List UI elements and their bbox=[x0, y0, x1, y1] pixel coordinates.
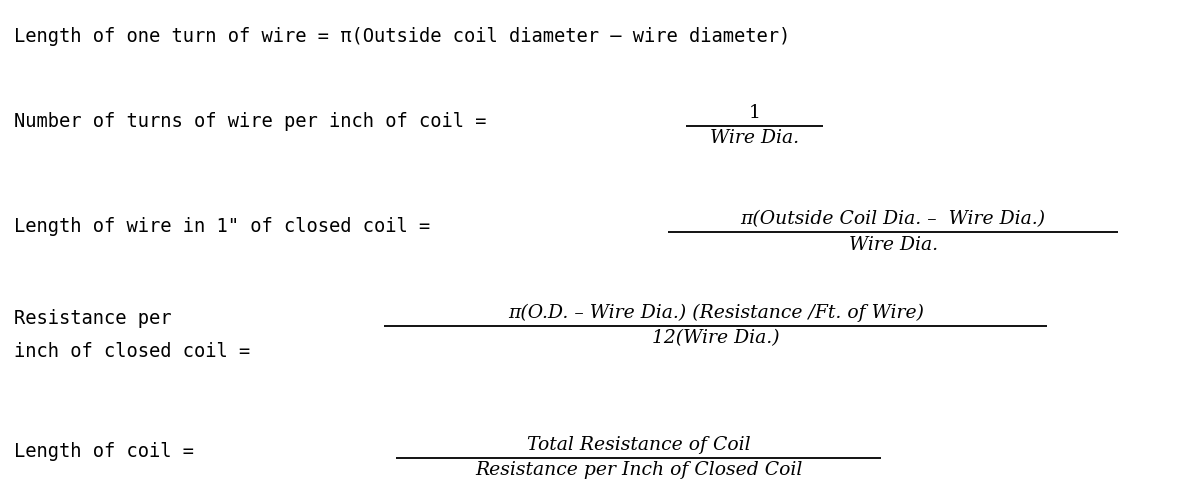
Text: Resistance per Inch of Closed Coil: Resistance per Inch of Closed Coil bbox=[476, 461, 802, 479]
Text: Wire Dia.: Wire Dia. bbox=[848, 236, 938, 253]
Text: Length of wire in 1" of closed coil =: Length of wire in 1" of closed coil = bbox=[14, 217, 431, 236]
Text: Length of coil =: Length of coil = bbox=[14, 442, 194, 461]
Text: Total Resistance of Coil: Total Resistance of Coil bbox=[526, 436, 751, 454]
Text: Number of turns of wire per inch of coil =: Number of turns of wire per inch of coil… bbox=[14, 112, 486, 131]
Text: Resistance per: Resistance per bbox=[14, 309, 172, 328]
Text: π(Outside Coil Dia. –  Wire Dia.): π(Outside Coil Dia. – Wire Dia.) bbox=[741, 211, 1046, 229]
Text: Wire Dia.: Wire Dia. bbox=[710, 129, 800, 147]
Text: inch of closed coil =: inch of closed coil = bbox=[14, 342, 251, 361]
Text: 12(Wire Dia.): 12(Wire Dia.) bbox=[652, 329, 780, 347]
Text: π(O.D. – Wire Dia.) (Resistance /Ft. of Wire): π(O.D. – Wire Dia.) (Resistance /Ft. of … bbox=[508, 304, 924, 322]
Text: 1: 1 bbox=[749, 104, 761, 122]
Text: Length of one turn of wire = π(Outside coil diameter – wire diameter): Length of one turn of wire = π(Outside c… bbox=[14, 27, 790, 46]
